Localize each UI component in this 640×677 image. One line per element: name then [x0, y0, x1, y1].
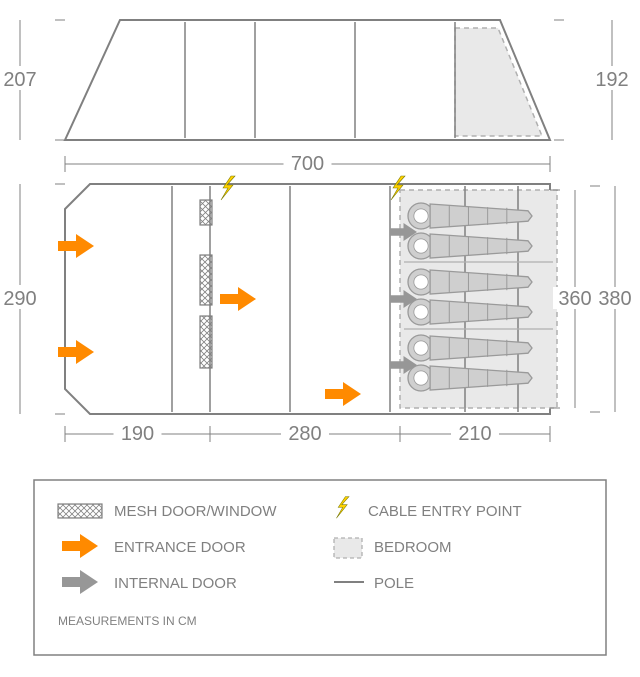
cable-entry-icon: [336, 497, 349, 519]
dim-plan-left: 290: [3, 184, 65, 414]
legend-measurements: MEASUREMENTS IN CM: [58, 614, 197, 628]
dim-total-width-label: 700: [291, 153, 324, 175]
dim-plan-left-label: 290: [3, 288, 36, 310]
dim-plan-380-label: 380: [598, 288, 631, 310]
dim-side-right-label: 192: [595, 69, 628, 91]
dim-w-back: 210: [400, 423, 550, 445]
legend-bedroom-label: BEDROOM: [374, 539, 452, 556]
dim-plan-380: 380: [590, 186, 637, 412]
dim-side-left: 207: [3, 20, 65, 140]
dim-total-width: 700: [65, 153, 550, 175]
dim-w-back-label: 210: [458, 423, 491, 445]
internal-door-icon: [62, 570, 98, 594]
legend-mesh-label: MESH DOOR/WINDOW: [114, 503, 277, 520]
mesh-icon: [58, 504, 102, 518]
dim-w-mid: 280: [210, 423, 400, 445]
plan-view: [58, 176, 557, 414]
legend-pole-label: POLE: [374, 575, 414, 592]
legend-entrance-label: ENTRANCE DOOR: [114, 539, 246, 556]
dim-w-front-label: 190: [121, 423, 154, 445]
dim-w-front: 190: [65, 423, 210, 445]
side-elevation: [65, 20, 550, 140]
dim-plan-360-label: 360: [558, 288, 591, 310]
entrance-door-icon: [62, 534, 98, 558]
legend-cable-label: CABLE ENTRY POINT: [368, 503, 522, 520]
dim-w-mid-label: 280: [288, 423, 321, 445]
side-bedroom: [455, 28, 542, 136]
dim-side-right: 192: [554, 20, 629, 140]
dim-side-left-label: 207: [3, 69, 36, 91]
legend: MESH DOOR/WINDOW CABLE ENTRY POINT ENTRANC…: [34, 480, 606, 655]
bedroom-icon: [334, 538, 362, 558]
legend-internal-label: INTERNAL DOOR: [114, 575, 237, 592]
